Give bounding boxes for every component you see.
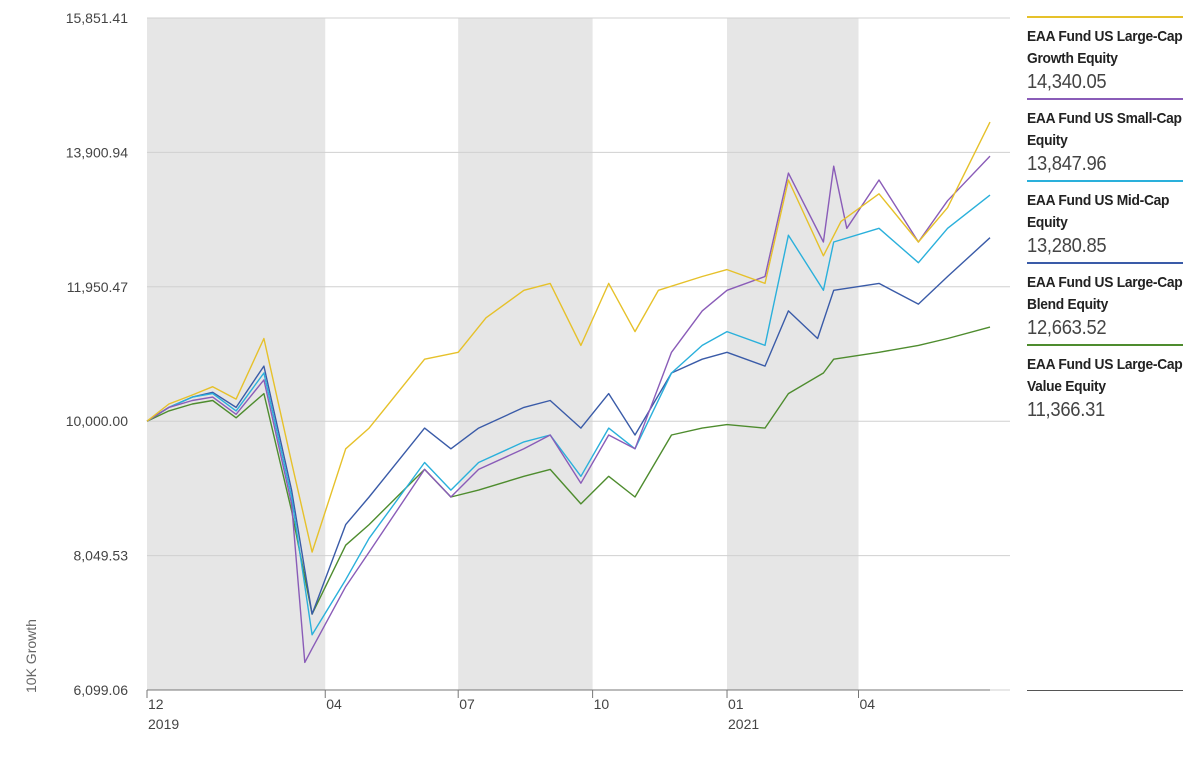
legend-value: 14,340.05	[1027, 71, 1107, 93]
x-tick-label: 10	[594, 696, 610, 712]
legend-item-large-cap-growth: EAA Fund US Large-Cap Growth Equity 14,3…	[1027, 16, 1183, 98]
x-tick-label: 04	[860, 696, 876, 712]
x-tick-label: 12	[148, 696, 164, 712]
legend-item-large-cap-value: EAA Fund US Large-Cap Value Equity 11,36…	[1027, 344, 1183, 426]
x-tick-label: 07	[459, 696, 475, 712]
x-tick-label: 01	[728, 696, 744, 712]
y-axis-label: 10K Growth	[23, 619, 39, 693]
x-tick-label: 04	[326, 696, 342, 712]
legend-bottom-rule	[1027, 690, 1183, 691]
legend-value: 11,366.31	[1027, 399, 1106, 421]
series-line-4	[146, 326, 991, 615]
series-line-1	[146, 155, 991, 664]
legend: EAA Fund US Large-Cap Growth Equity 14,3…	[1027, 16, 1183, 426]
growth-chart: 15,851.41 13,900.94 11,950.47 10,000.00 8,04…	[23, 10, 1010, 732]
x-tick-year: 2021	[728, 716, 759, 732]
shaded-band-2	[727, 18, 859, 690]
legend-item-large-cap-blend: EAA Fund US Large-Cap Blend Equity 12,66…	[1027, 262, 1183, 344]
y-axis-ticks: 15,851.41 13,900.94 11,950.47 10,000.00 8,04…	[66, 10, 129, 698]
legend-item-small-cap: EAA Fund US Small-Cap Equity 13,847.96	[1027, 98, 1183, 180]
x-tick-year: 2019	[148, 716, 179, 732]
series-line-3	[146, 237, 991, 615]
x-axis: 12 2019 04 07 10 01 2021 04	[146, 689, 990, 732]
y-tick-label: 11,950.47	[67, 279, 128, 295]
legend-name: EAA Fund US Large-Cap Value Equity	[1027, 356, 1183, 395]
legend-item-mid-cap: EAA Fund US Mid-Cap Equity 13,280.85	[1027, 180, 1183, 262]
series-lines	[146, 121, 991, 664]
legend-name: EAA Fund US Small-Cap Equity	[1027, 110, 1182, 149]
legend-name: EAA Fund US Large-Cap Growth Equity	[1027, 28, 1183, 67]
shaded-band-0	[147, 18, 326, 690]
y-tick-label: 8,049.53	[74, 548, 129, 564]
legend-name: EAA Fund US Mid-Cap Equity	[1027, 192, 1170, 231]
legend-value: 13,847.96	[1027, 153, 1107, 175]
shaded-bands	[147, 18, 859, 690]
series-line-0	[146, 121, 991, 553]
y-tick-label: 15,851.41	[66, 10, 128, 26]
legend-name: EAA Fund US Large-Cap Blend Equity	[1027, 274, 1183, 313]
y-tick-label: 6,099.06	[74, 682, 129, 698]
legend-value: 13,280.85	[1027, 235, 1107, 257]
y-tick-label: 13,900.94	[66, 144, 128, 160]
legend-value: 12,663.52	[1027, 317, 1107, 339]
y-tick-label: 10,000.00	[66, 413, 128, 429]
shaded-band-1	[458, 18, 593, 690]
